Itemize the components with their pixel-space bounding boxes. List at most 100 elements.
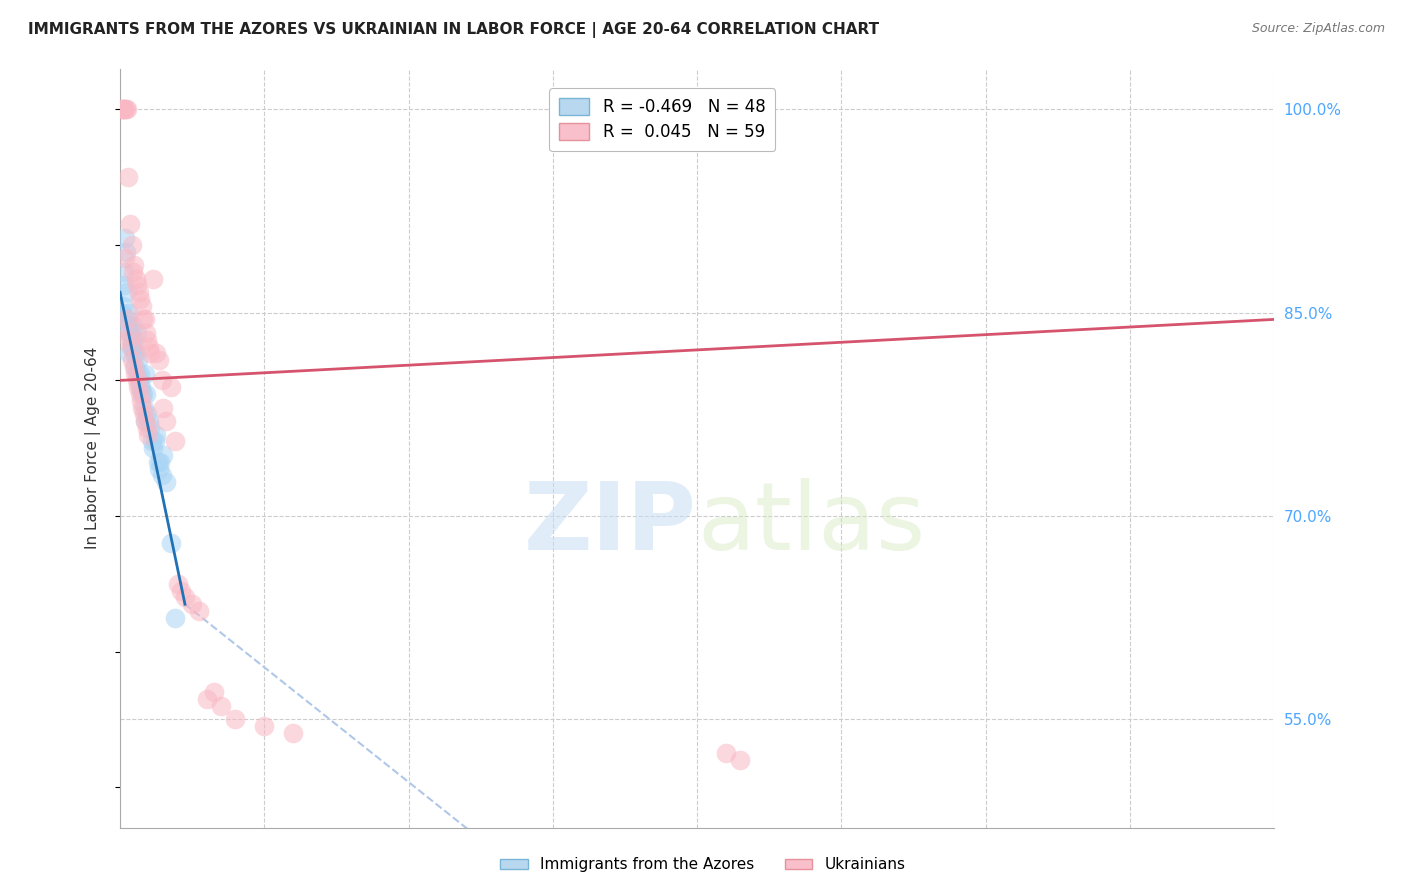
Point [120, 218, 142, 232]
Point [152, 401, 174, 415]
Point [121, 237, 143, 252]
Point [128, 373, 150, 387]
Point [139, 346, 162, 360]
Point [146, 455, 169, 469]
Point [132, 401, 155, 415]
Point [152, 448, 174, 462]
Point [174, 591, 197, 605]
Point [122, 319, 145, 334]
Y-axis label: In Labor Force | Age 20-64: In Labor Force | Age 20-64 [86, 347, 101, 549]
Point [155, 414, 177, 428]
Point [188, 604, 211, 618]
Point [148, 461, 170, 475]
Point [122, 346, 145, 360]
Point [150, 373, 173, 387]
Point [118, 305, 141, 319]
Point [136, 333, 159, 347]
Point [730, 753, 752, 767]
Point [132, 407, 155, 421]
Legend: Immigrants from the Azores, Ukrainians: Immigrants from the Azores, Ukrainians [492, 849, 914, 880]
Point [136, 407, 159, 421]
Point [124, 367, 146, 381]
Point [136, 427, 159, 442]
Point [127, 278, 149, 293]
Point [134, 414, 156, 428]
Point [118, 333, 141, 347]
Point [114, 231, 136, 245]
Point [121, 339, 143, 353]
Point [129, 380, 152, 394]
Point [141, 434, 163, 449]
Point [714, 747, 737, 761]
Text: ZIP: ZIP [524, 478, 697, 570]
Legend: R = -0.469   N = 48, R =  0.045   N = 59: R = -0.469 N = 48, R = 0.045 N = 59 [550, 88, 775, 152]
Point [112, 102, 135, 116]
Point [129, 292, 152, 306]
Point [129, 380, 152, 394]
Point [132, 312, 155, 326]
Point [125, 346, 148, 360]
Point [150, 468, 173, 483]
Point [115, 312, 138, 326]
Point [124, 258, 146, 272]
Point [128, 285, 150, 300]
Point [253, 719, 276, 733]
Point [117, 169, 139, 184]
Point [159, 380, 181, 394]
Point [112, 102, 135, 116]
Point [138, 414, 160, 428]
Point [145, 427, 167, 442]
Point [163, 611, 186, 625]
Point [128, 387, 150, 401]
Text: IMMIGRANTS FROM THE AZORES VS UKRAINIAN IN LABOR FORCE | AGE 20-64 CORRELATION C: IMMIGRANTS FROM THE AZORES VS UKRAINIAN … [28, 22, 879, 38]
Point [181, 597, 204, 611]
Point [127, 380, 149, 394]
Point [124, 333, 146, 347]
Point [142, 442, 165, 455]
Point [195, 692, 218, 706]
Point [114, 252, 136, 266]
Point [142, 271, 165, 285]
Point [155, 475, 177, 490]
Point [127, 353, 149, 368]
Point [122, 359, 145, 374]
Point [125, 373, 148, 387]
Point [134, 367, 156, 381]
Point [131, 387, 153, 401]
Point [163, 434, 186, 449]
Point [135, 421, 157, 435]
Point [115, 312, 138, 326]
Point [125, 367, 148, 381]
Text: Source: ZipAtlas.com: Source: ZipAtlas.com [1251, 22, 1385, 36]
Point [135, 326, 157, 340]
Point [112, 278, 135, 293]
Point [118, 346, 141, 360]
Point [143, 434, 166, 449]
Point [138, 339, 160, 353]
Point [224, 713, 246, 727]
Point [111, 305, 134, 319]
Point [148, 353, 170, 368]
Point [117, 102, 139, 116]
Point [127, 326, 149, 340]
Point [111, 102, 134, 116]
Point [120, 333, 142, 347]
Point [139, 421, 162, 435]
Point [112, 265, 135, 279]
Point [166, 577, 188, 591]
Point [169, 583, 191, 598]
Point [149, 455, 172, 469]
Point [134, 312, 156, 326]
Point [202, 685, 225, 699]
Point [111, 299, 134, 313]
Point [117, 285, 139, 300]
Point [114, 244, 136, 259]
Point [124, 359, 146, 374]
Point [114, 102, 136, 116]
Point [128, 367, 150, 381]
Point [131, 299, 153, 313]
Point [121, 353, 143, 368]
Point [111, 102, 134, 116]
Point [129, 393, 152, 408]
Point [145, 346, 167, 360]
